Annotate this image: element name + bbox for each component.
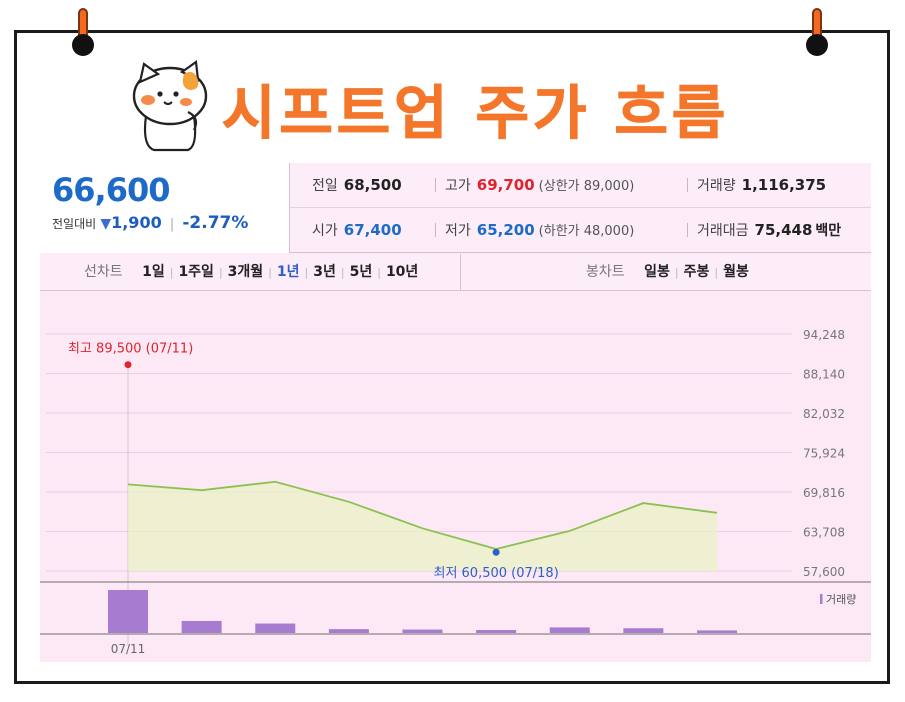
volume-bar — [476, 629, 517, 633]
candle-chart-head: 봉차트 — [586, 264, 625, 280]
cat-mascot-icon — [132, 60, 208, 152]
line-chart-tab-2[interactable]: 3개월 — [227, 264, 264, 280]
volume-legend-swatch — [820, 594, 823, 604]
line-chart-tab-divider: | — [377, 266, 381, 279]
stats-row-1: 전일 68,500 고가 69,700 (상한가 89,000) 거래량 1,116,3… — [290, 163, 871, 208]
page-title: 시프트업 주가 흐름 — [221, 79, 730, 148]
y-tick-label: 69,816 — [803, 486, 845, 500]
stock-summary: 66,600 전일대비 ▼1,900 | -2.77% 전일 68,500 고가 6… — [40, 163, 871, 253]
line-chart-head: 선차트 — [84, 264, 123, 280]
chart-period-tabs: 선차트 1일 | 1주일 | 3개월 | 1년 | 3년 | 5년 | 10년 봉차트 일봉 | 주봉 | 월봉 — [40, 254, 871, 291]
stat-trade-value: 거래대금 75,448 백만 — [697, 221, 842, 239]
change-percent: -2.77% — [182, 213, 249, 233]
stat-open: 시가 67,400 — [312, 221, 402, 239]
volume-bar — [402, 629, 443, 633]
stat-low: 저가 65,200 (하한가 48,000) — [445, 221, 635, 239]
line-chart-tab-3[interactable]: 1년 — [276, 264, 300, 280]
stock-panel: 66,600 전일대비 ▼1,900 | -2.77% 전일 68,500 고가 6… — [40, 163, 871, 662]
line-chart-tab-6[interactable]: 10년 — [385, 264, 419, 280]
price-change: 전일대비 ▼1,900 | -2.77% — [52, 213, 248, 233]
current-price-box: 66,600 전일대비 ▼1,900 | -2.77% — [40, 163, 290, 253]
stat-volume: 거래량 1,116,375 — [697, 176, 827, 194]
line-chart-tab-divider: | — [169, 266, 174, 279]
change-label: 전일대비 — [52, 217, 97, 231]
volume-bar — [328, 629, 369, 633]
line-chart-tab-divider: | — [218, 266, 223, 279]
down-arrow-icon: ▼ — [100, 216, 112, 232]
line-chart-tab-divider: | — [268, 266, 272, 279]
low-point — [492, 548, 500, 556]
volume-bar — [623, 628, 664, 633]
price-line — [127, 480, 718, 550]
pin-icon-right — [806, 8, 828, 56]
volume-bar — [108, 590, 148, 633]
high-annotation: 최고 89,500 (07/11) — [68, 342, 193, 357]
low-annotation: 최저 60,500 (07/18) — [433, 566, 558, 581]
y-tick-label: 94,248 — [803, 328, 845, 342]
line-chart-tabs: 선차트 1일 | 1주일 | 3개월 | 1년 | 3년 | 5년 | 10년 — [84, 254, 423, 291]
stat-high: 고가 69,700 (상한가 89,000) — [445, 176, 635, 194]
y-tick-label: 88,140 — [803, 368, 845, 382]
candle-chart-tabs: 봉차트 일봉 | 주봉 | 월봉 — [586, 254, 754, 291]
candle-chart-tab-1[interactable]: 주봉 — [683, 264, 710, 280]
change-divider: | — [169, 217, 175, 232]
change-value: 1,900 — [111, 213, 162, 232]
price-area — [128, 481, 717, 571]
candle-chart-tab-0[interactable]: 일봉 — [644, 264, 670, 280]
current-price: 66,600 — [52, 171, 170, 209]
y-tick-label: 63,708 — [803, 526, 845, 540]
line-chart-tab-divider: | — [304, 266, 309, 279]
line-chart-tab-0[interactable]: 1일 — [142, 264, 165, 280]
volume-bar — [549, 627, 590, 633]
line-chart-tab-4[interactable]: 3년 — [313, 264, 336, 280]
y-tick-label: 57,600 — [803, 565, 845, 579]
price-chart: 94,248 88,140 82,032 75,924 69,816 63,708 57,6… — [40, 328, 871, 656]
volume-bar — [697, 630, 737, 633]
line-chart-tab-1[interactable]: 1주일 — [178, 264, 214, 280]
x-tick-label: 07/11 — [111, 642, 146, 656]
volume-legend: 거래량 — [826, 593, 856, 606]
y-tick-label: 75,924 — [803, 447, 845, 461]
volume-bar — [255, 623, 296, 633]
high-point — [124, 361, 132, 369]
volume-bar — [181, 620, 222, 633]
candle-chart-tab-divider: | — [674, 266, 679, 279]
stats-row-2: 시가 67,400 저가 65,200 (하한가 48,000) 거래대금 75,448… — [290, 208, 871, 253]
y-tick-label: 82,032 — [803, 407, 845, 421]
line-chart-tab-divider: | — [340, 266, 345, 279]
candle-chart-tab-divider: | — [714, 266, 719, 279]
candle-chart-tab-2[interactable]: 월봉 — [723, 264, 749, 280]
stat-prev-close: 전일 68,500 — [312, 176, 402, 194]
line-chart-tab-5[interactable]: 5년 — [349, 264, 373, 280]
pin-icon-left — [72, 8, 94, 56]
